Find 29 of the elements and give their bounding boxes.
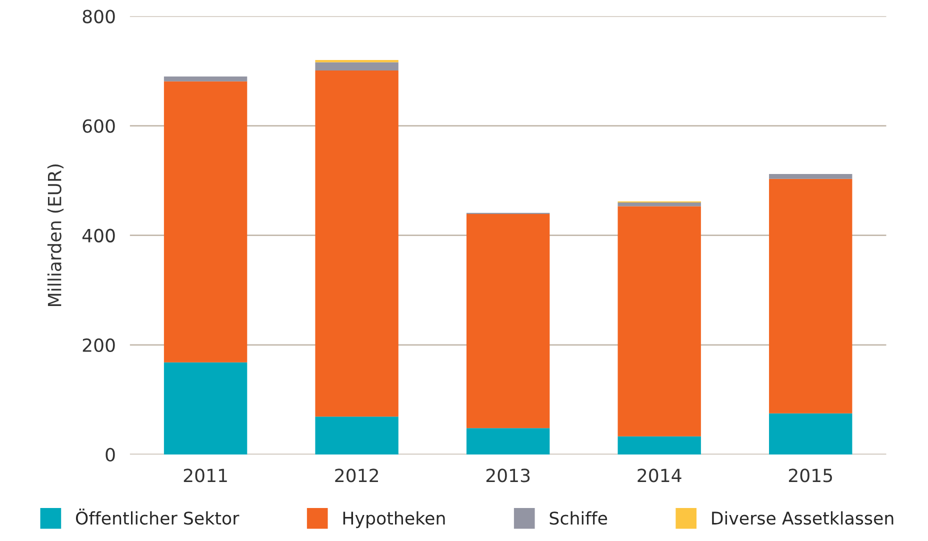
- bar: [164, 76, 248, 82]
- bar: [769, 413, 852, 454]
- x-tick-label: 2011: [184, 468, 227, 482]
- x-tick-label: 2012: [335, 468, 378, 482]
- bar: [315, 62, 398, 70]
- bar: [769, 178, 852, 414]
- legend-label: Hypotheken: [343, 511, 445, 528]
- y-tick-label: 800: [82, 10, 115, 24]
- y-tick-label: 0: [106, 448, 115, 462]
- bar: [466, 214, 550, 428]
- x-tick-label: 2014: [638, 468, 682, 482]
- x-tick-label: 2013: [486, 468, 530, 482]
- bar: [466, 428, 550, 454]
- bar: [164, 81, 248, 362]
- legend-label: Schiffe: [550, 511, 608, 525]
- x-tick-label: 2015: [788, 468, 832, 482]
- bar: [618, 206, 701, 436]
- legend-label: Öffentlicher Sektor: [76, 508, 240, 525]
- y-tick-label: 400: [82, 228, 115, 242]
- bar: [315, 416, 398, 454]
- y-axis-title: Milliarden (EUR): [47, 164, 64, 306]
- legend-label: Diverse Assetklassen: [712, 511, 894, 525]
- bar: [315, 70, 398, 417]
- bar: [618, 436, 701, 454]
- y-tick-label: 200: [82, 338, 115, 352]
- bar: [164, 362, 248, 454]
- y-tick-label: 600: [82, 119, 115, 133]
- bar: [618, 202, 701, 206]
- bar: [769, 174, 852, 179]
